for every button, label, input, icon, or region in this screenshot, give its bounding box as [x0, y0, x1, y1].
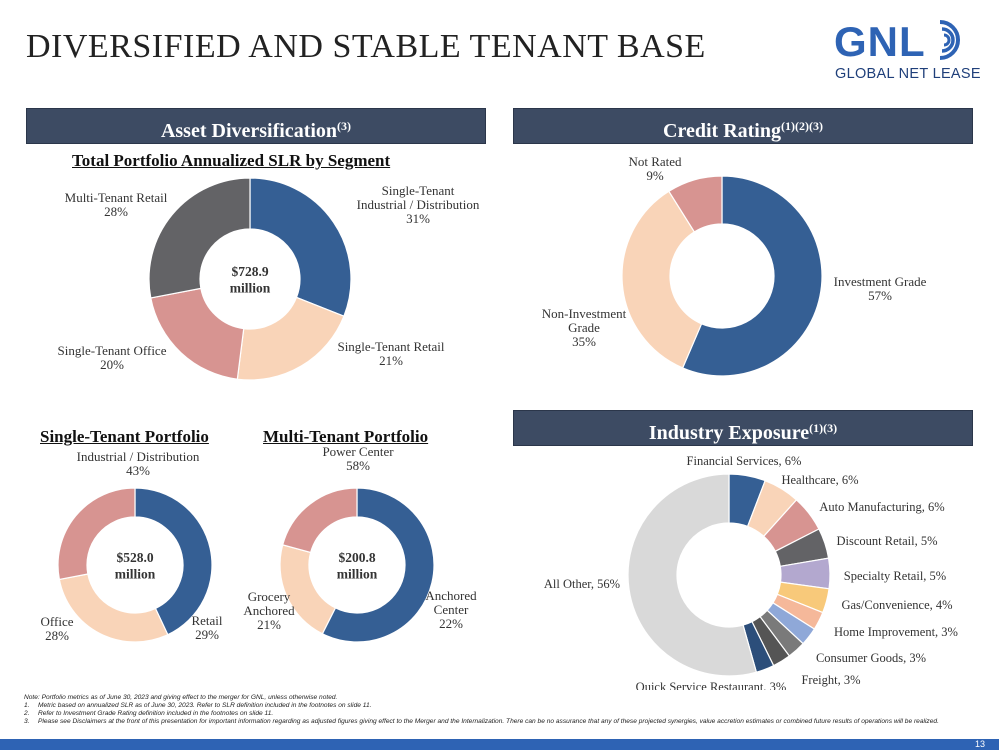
footnote-number: 1. — [24, 702, 30, 710]
industry-label-8: Consumer Goods, 3% — [816, 651, 926, 665]
industry-label-11: All Other, 56% — [544, 577, 620, 591]
single-slice-1 — [58, 573, 169, 643]
banner-footnote: (1)(2)(3) — [780, 119, 823, 133]
logo-subtitle: GLOBAL NET LEASE — [835, 66, 981, 82]
footnote-text: Refer to Investment Grade Rating definit… — [38, 710, 274, 718]
total-slice-1 — [236, 296, 345, 381]
footnote-number: 2. — [24, 710, 30, 718]
banner-label: Industry Exposure — [648, 422, 810, 444]
multi-label-0: Power Center 58% — [322, 444, 394, 473]
multi-center-label: $200.8 million — [337, 550, 378, 582]
credit-rating-banner: Credit Rating(1)(2)(3) — [513, 108, 973, 144]
industry-label-0: Financial Services, 6% — [687, 454, 802, 468]
industry-label-2: Auto Manufacturing, 6% — [819, 500, 944, 514]
total-label-0: Single-Tenant Industrial / Distribution 31… — [357, 183, 480, 226]
multi-label-2: Grocery Anchored 21% — [243, 589, 295, 632]
industry-label-10: Quick Service Restaurant, 3% — [636, 680, 787, 690]
single-center-label: $528.0 million — [115, 550, 156, 582]
footnote-text: Please see Disclaimers at the front of t… — [38, 718, 939, 726]
credit-slice-0 — [681, 175, 823, 377]
footnote-text: Metric based on annualized SLR as of Jun… — [38, 702, 372, 710]
single-slice-2 — [57, 487, 136, 581]
credit-slice-1 — [621, 190, 703, 369]
industry-label-5: Gas/Convenience, 4% — [841, 598, 952, 612]
total-label-3: Multi-Tenant Retail 28% — [65, 190, 168, 219]
industry-donut-chart: Financial Services, 6% Healthcare, 6% Auto… — [544, 454, 958, 690]
banner-label: Asset Diversification — [160, 120, 338, 142]
multi-slice-2 — [281, 487, 358, 554]
multi-slice-0 — [321, 487, 435, 643]
footnote-intro: Note: Portfolio metrics as of June 30, 2… — [24, 694, 338, 701]
banner-footnote: (1)(3) — [809, 421, 838, 435]
total-portfolio-subtitle: Total Portfolio Annualized SLR by Segmen… — [72, 151, 391, 170]
single-label-1: Retail 29% — [191, 613, 222, 642]
footnotes: Note: Portfolio metrics as of June 30, 2… — [24, 694, 984, 726]
footnote-item: 3. Please see Disclaimers at the front of… — [24, 718, 984, 726]
total-donut-chart: Single-Tenant Industrial / Distribution 31… — [58, 177, 480, 381]
credit-label-2: Not Rated 9% — [628, 154, 682, 183]
industry-label-3: Discount Retail, 5% — [836, 534, 937, 548]
total-slice-3 — [148, 177, 251, 299]
footnote-item: 2. Refer to Investment Grade Rating defin… — [24, 710, 984, 718]
credit-label-1: Non-Investment Grade 35% — [542, 306, 627, 349]
multi-label-1: Anchored Center 22% — [425, 588, 477, 631]
multi-tenant-subtitle: Multi-Tenant Portfolio — [263, 427, 429, 446]
industry-label-6: Home Improvement, 3% — [834, 625, 958, 639]
credit-slice-2 — [668, 175, 723, 233]
footnote-number: 3. — [24, 718, 30, 726]
footer-bar — [0, 739, 999, 750]
footnote-item: 1. Metric based on annualized SLR as of J… — [24, 702, 984, 710]
industry-exposure-banner: Industry Exposure(1)(3) — [513, 410, 973, 446]
logo-wordmark: GNL — [834, 18, 926, 65]
total-label-2: Single-Tenant Office 20% — [58, 343, 167, 372]
page-number: 13 — [974, 739, 985, 749]
total-label-1: Single-Tenant Retail 21% — [337, 339, 444, 368]
single-label-2: Office 28% — [41, 614, 74, 643]
gnl-logo: GNL GLOBAL NET LEASE — [834, 16, 984, 96]
single-slice-0 — [134, 487, 213, 636]
total-slice-2 — [150, 287, 245, 380]
single-donut-chart: Industrial / Distribution 43% Retail 29% Off… — [41, 449, 223, 643]
page-title: DIVERSIFIED AND STABLE TENANT BASE — [26, 28, 706, 65]
asset-diversification-banner: Asset Diversification(3) — [26, 108, 486, 144]
multi-donut-chart: Power Center 58% Anchored Center 22% Grocery A… — [243, 444, 477, 643]
single-label-0: Industrial / Distribution 43% — [77, 449, 200, 478]
banner-label: Credit Rating — [663, 120, 781, 142]
charts-canvas: Single-Tenant Industrial / Distribution 31… — [41, 154, 958, 690]
industry-slice-11 — [627, 473, 758, 677]
single-tenant-subtitle: Single-Tenant Portfolio — [40, 427, 209, 446]
industry-label-9: Freight, 3% — [801, 673, 860, 687]
industry-label-1: Healthcare, 6% — [781, 473, 858, 487]
credit-label-0: Investment Grade 57% — [834, 274, 927, 303]
logo-swirl-icon — [939, 20, 960, 60]
industry-label-4: Specialty Retail, 5% — [844, 569, 946, 583]
banner-footnote: (3) — [337, 119, 352, 133]
total-slice-0 — [249, 177, 352, 317]
total-center-label: $728.9 million — [230, 264, 271, 296]
credit-donut-chart: Investment Grade 57% Non-Investment Grade 35… — [542, 154, 927, 377]
